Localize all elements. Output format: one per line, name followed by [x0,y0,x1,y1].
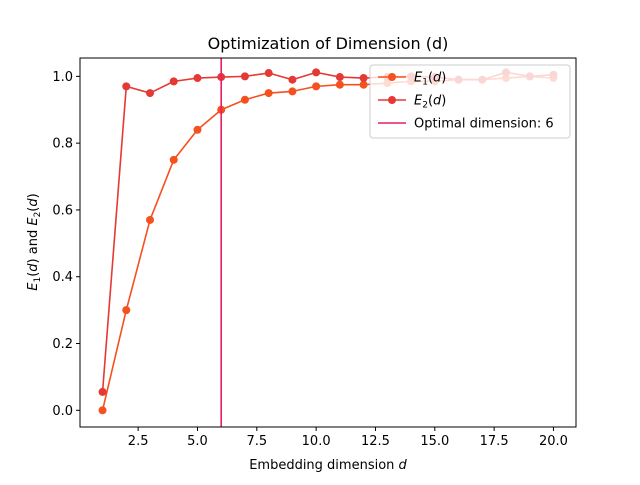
series-1-point [264,89,273,98]
y-tick-label: 0.2 [52,337,73,352]
x-tick-label: 5.0 [187,434,208,449]
legend-label-1: E1(d) [414,71,446,88]
legend-marker-2 [388,96,396,104]
y-tick-label: 0.8 [52,137,73,152]
series-1-point [312,82,321,91]
y-tick-label: 1.0 [52,70,73,85]
series-2-point [240,72,249,81]
series-1-point [335,80,344,89]
series-1-point [193,125,202,134]
series-1-point [359,80,368,89]
series-1-point [169,155,178,164]
series-2-point [359,74,368,83]
series-2-point [288,75,297,84]
y-tick-label: 0.0 [52,404,73,419]
x-tick-label: 7.5 [246,434,267,449]
series-2-point [335,73,344,82]
x-tick-label: 17.5 [480,434,509,449]
plot-frame [79,57,577,428]
x-tick-label: 12.5 [361,434,390,449]
svg-text:E1(d) and E2(d): E1(d) and E2(d) [26,193,43,290]
series-1-point [288,87,297,96]
series-2-point [169,77,178,86]
legend: E1(d) E2(d) Optimal dimension: 6 [369,64,571,139]
x-tick-label: 15.0 [420,434,449,449]
legend-box [369,64,571,139]
chart-title: Optimization of Dimension (d) [208,34,449,53]
legend-label-2: E2(d) [414,94,446,111]
x-axis-label: Embedding dimension d [249,458,407,473]
y-tick-label: 0.6 [52,203,73,218]
x-tick-label: 10.0 [302,434,331,449]
series-2-point [122,82,131,91]
series-1-point [122,306,131,315]
legend-label-optimal: Optimal dimension: 6 [414,117,554,132]
series-2-point [193,74,202,83]
y-axis-label: E1(d) and E2(d) [26,193,43,290]
x-axis: 2.5 5.0 7.5 10.0 12.5 15.0 17.5 20.0 [128,427,568,449]
series-2-point [146,89,155,98]
svg-text:Embedding dimension d: Embedding dimension d [249,458,407,473]
series-2-point [98,387,107,396]
series-1-point [146,215,155,224]
series-2-point [312,68,321,77]
legend-marker-1 [388,73,396,81]
x-tick-label: 20.0 [539,434,568,449]
y-tick-label: 0.4 [52,270,73,285]
series-1-point [98,406,107,415]
series-2-point [264,69,273,78]
x-tick-label: 2.5 [128,434,149,449]
y-axis: 0.0 0.2 0.4 0.6 0.8 1.0 [52,70,80,419]
series-1-point [240,95,249,104]
